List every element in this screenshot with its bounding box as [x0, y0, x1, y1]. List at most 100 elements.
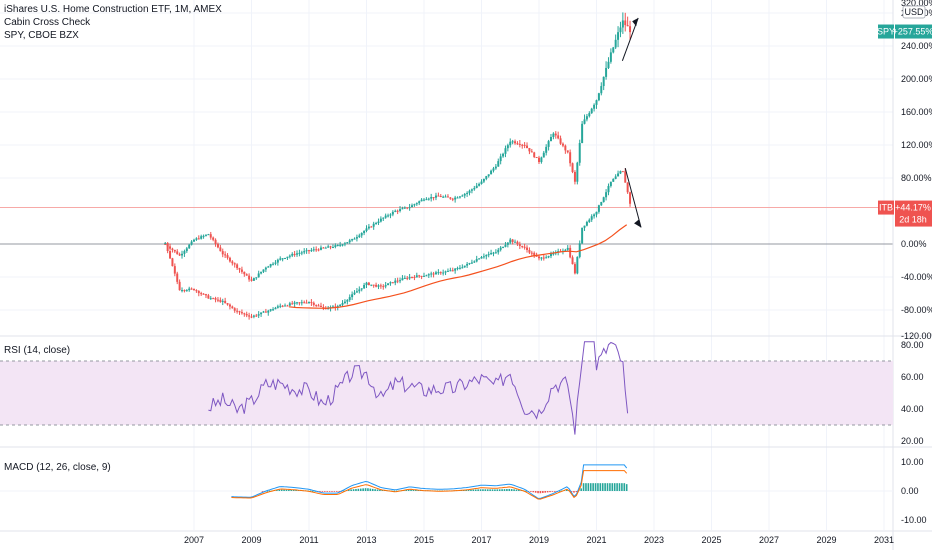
macd-histogram-bar [335, 491, 338, 492]
candle-body [310, 302, 313, 304]
candle-body [183, 290, 186, 292]
candle-body [228, 257, 231, 262]
candle-body [195, 238, 198, 240]
candle-body [173, 249, 176, 252]
macd-histogram-bar [501, 489, 503, 491]
candle-body [236, 264, 239, 269]
candle-body [549, 137, 552, 142]
macd-histogram-bar [613, 483, 616, 491]
candle-body [267, 310, 270, 313]
candle-body [497, 249, 500, 253]
candle-body [221, 251, 224, 255]
candle-body [492, 252, 495, 254]
candle-body [612, 47, 615, 53]
candle-body [430, 197, 433, 199]
candle-body [463, 265, 466, 268]
candle-body [490, 170, 493, 175]
candle-body [530, 252, 533, 254]
candle-body [399, 209, 402, 212]
candle-body [262, 269, 265, 272]
rsi-tick-label: 20.00 [901, 436, 924, 446]
candle-body [236, 310, 239, 312]
legend-compare: SPY, CBOE BZX [4, 30, 79, 41]
spy-value-text: +257.55% [893, 27, 932, 37]
macd-histogram-bar [369, 488, 372, 491]
candle-body [451, 270, 454, 272]
candle-body [502, 246, 505, 248]
candle-body [583, 225, 586, 228]
candle-body [449, 270, 452, 272]
candle-body [399, 280, 402, 282]
macd-histogram-bar [405, 489, 408, 491]
macd-histogram-bar [565, 489, 568, 491]
candle-body [590, 216, 593, 220]
price-tick-label: 80.00% [901, 173, 932, 183]
candle-body [219, 247, 222, 252]
candle-body [224, 300, 227, 304]
candle-body [387, 215, 390, 217]
candle-body [540, 157, 543, 163]
itb-value-text: +44.17% [895, 203, 931, 213]
candle-body [411, 276, 414, 278]
candle-body [370, 226, 373, 228]
candle-body [379, 285, 382, 287]
candle-body [260, 312, 263, 315]
candle-body [240, 269, 243, 272]
macd-histogram-bar [498, 489, 501, 491]
candle-body [207, 295, 210, 299]
candle-body [533, 252, 536, 256]
macd-histogram-bar [594, 483, 597, 491]
candle-body [327, 246, 330, 248]
candle-body [384, 215, 387, 218]
candle-body [365, 228, 368, 231]
candle-body [621, 20, 624, 28]
candle-body [547, 141, 550, 147]
candle-body [504, 244, 507, 247]
candle-body [284, 258, 287, 260]
itb-candles [164, 168, 632, 320]
currency-label: USD [904, 7, 924, 17]
candle-body [554, 133, 557, 136]
candle-body [542, 152, 545, 158]
candle-body [576, 162, 579, 182]
candle-body [626, 182, 629, 193]
candle-body [521, 144, 524, 146]
time-tick-label: 2011 [299, 535, 318, 545]
candle-body [315, 249, 318, 251]
candle-body [578, 143, 581, 163]
candle-body [272, 263, 275, 265]
candle-body [502, 153, 505, 157]
macd-histogram-bar [280, 489, 283, 491]
candle-body [367, 226, 370, 229]
candle-body [518, 143, 521, 145]
price-tick-label: -40.00% [901, 272, 932, 282]
candle-body [319, 305, 322, 307]
candle-body [245, 274, 248, 276]
macd-histogram-bar [312, 490, 314, 492]
candle-body [291, 303, 294, 305]
rsi-tick-label: 40.00 [901, 404, 924, 414]
candle-body [602, 197, 605, 202]
macd-histogram-bar [482, 489, 484, 491]
candle-body [511, 239, 514, 242]
candle-body [293, 253, 296, 255]
macd-histogram-bar [508, 488, 511, 491]
candle-body [499, 156, 502, 162]
macd-histogram-bar [350, 489, 352, 491]
candle-body [609, 181, 612, 186]
macd-title: MACD (12, 26, close, 9) [4, 462, 111, 473]
macd-histogram-bar [582, 483, 585, 491]
macd-histogram-bar [477, 489, 479, 491]
macd-histogram-bar [544, 491, 547, 493]
candle-body [375, 222, 378, 224]
macd-histogram-bar [357, 488, 360, 491]
candle-body [178, 254, 181, 256]
candle-body [216, 299, 219, 301]
candle-body [595, 100, 598, 105]
candle-body [514, 241, 517, 243]
candle-body [207, 234, 210, 236]
macd-histogram-bar [467, 489, 470, 491]
macd-histogram-bar [276, 489, 278, 491]
candle-body [564, 249, 567, 251]
